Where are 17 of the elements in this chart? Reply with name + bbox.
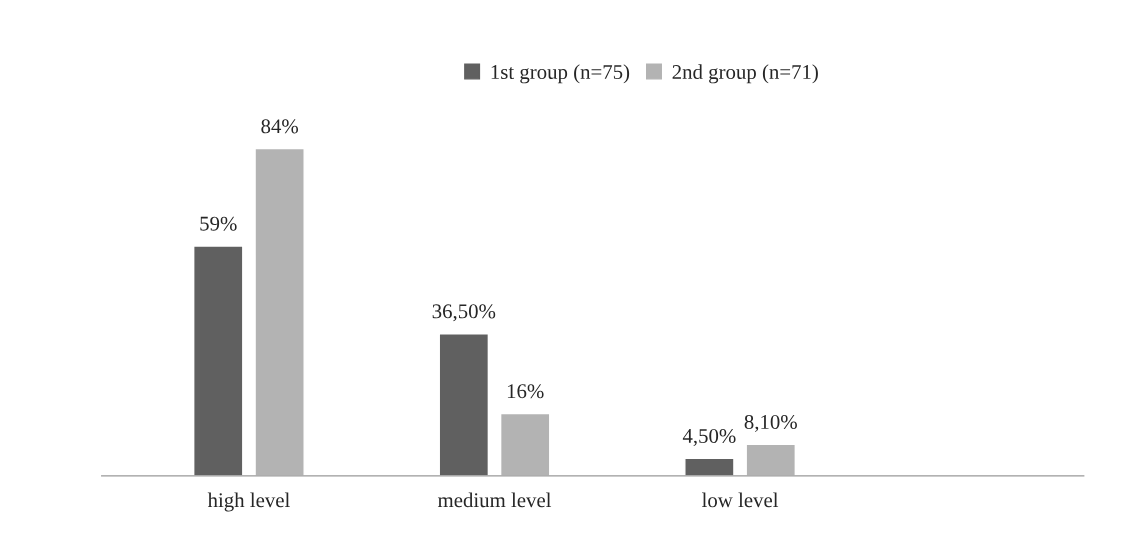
data-label: 16% <box>507 384 544 399</box>
x-tick-label: high level <box>207 492 290 512</box>
bar <box>684 457 735 476</box>
x-tick-label: medium level <box>437 492 552 508</box>
legend-label: 1st group (n=75) <box>491 64 630 84</box>
legend-label: 2nd group (n=71) <box>672 64 818 84</box>
bar <box>192 245 244 476</box>
bar <box>499 412 551 476</box>
data-label: 84% <box>261 119 299 134</box>
data-label: 36,50% <box>432 304 496 322</box>
data-label: 59% <box>200 216 237 231</box>
data-label: 4,50% <box>682 428 736 447</box>
x-tick-label: low level <box>702 492 779 508</box>
bar <box>438 333 490 476</box>
data-label: 8,10% <box>744 414 797 432</box>
bar <box>745 443 797 476</box>
bar <box>254 147 305 476</box>
